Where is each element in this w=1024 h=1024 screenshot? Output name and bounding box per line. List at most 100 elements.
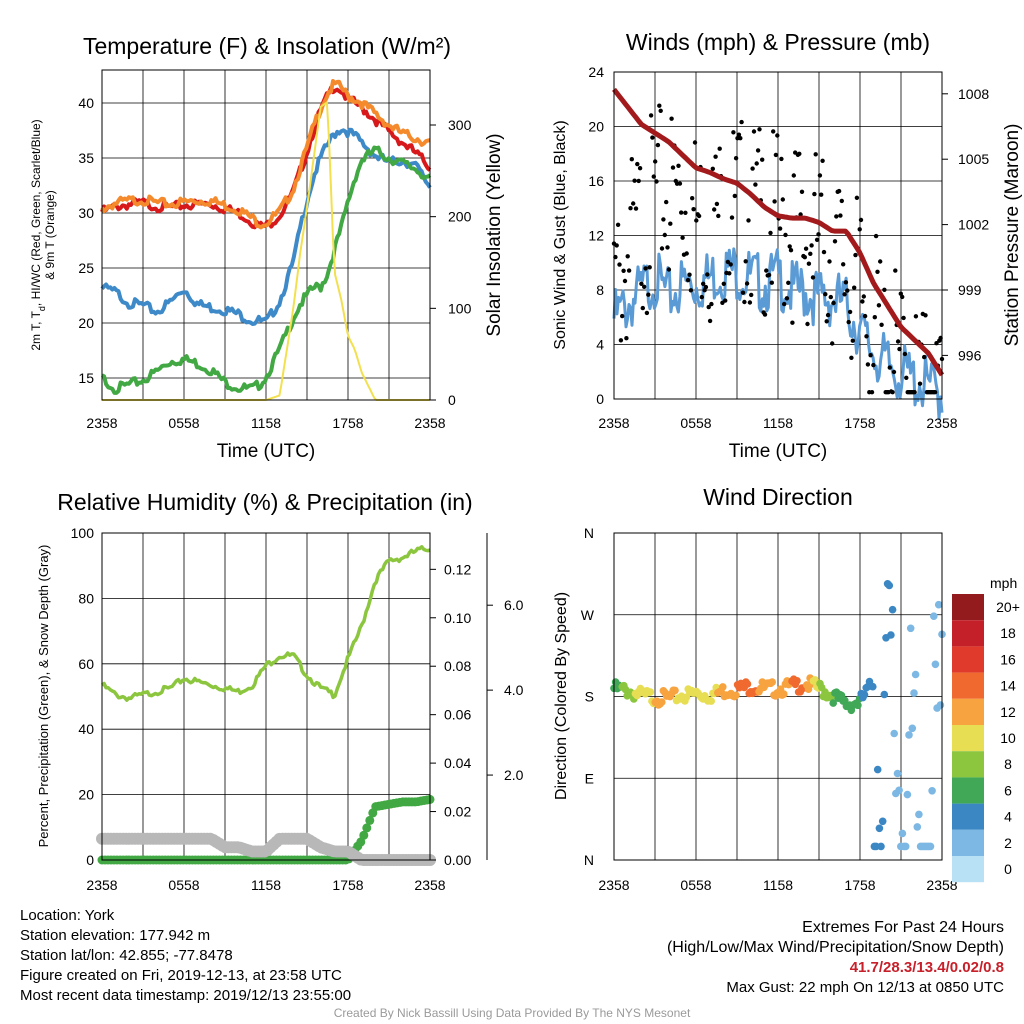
gust-point [685, 277, 691, 283]
y-tick-label: 16 [588, 173, 604, 189]
gust-point [901, 315, 906, 321]
gust-point [842, 292, 847, 297]
direction-point [887, 631, 895, 639]
gust-point [828, 294, 833, 300]
direction-point [910, 689, 918, 697]
direction-point [768, 678, 776, 686]
temperature-panel: Temperature (F) & Insolation (W/m²) 15 20… [29, 33, 505, 462]
gust-point [854, 195, 860, 200]
gust-point [891, 369, 897, 375]
colorbar-label: 18 [1000, 625, 1016, 641]
gust-point [764, 268, 769, 273]
series-line [100, 127, 432, 326]
gust-point [657, 103, 662, 108]
gust-point [873, 233, 879, 239]
direction-point [911, 670, 920, 679]
y-tick-label: 0 [596, 391, 604, 407]
gust-point [768, 230, 773, 236]
gust-point [816, 232, 821, 237]
max-gust: Max Gust: 22 mph On 12/13 at 0850 UTC [726, 979, 1004, 996]
y2-tick-label: 200 [448, 209, 472, 225]
gust-point [643, 266, 648, 271]
gust-point [786, 280, 791, 285]
gust-point [808, 251, 813, 256]
gust-point [782, 301, 787, 307]
x-tick-label: 1758 [332, 877, 363, 893]
gust-point [620, 313, 625, 319]
gust-point [777, 226, 783, 231]
gust-point [879, 322, 884, 327]
y-tick-label: 20 [588, 119, 604, 135]
gust-point [831, 300, 836, 306]
y-tick-label: 24 [588, 64, 604, 80]
gust-point [696, 213, 702, 219]
gust-point [729, 215, 735, 220]
gust-point [622, 278, 628, 284]
gust-point [687, 272, 692, 277]
direction-point [890, 729, 898, 738]
x-tick-label: 1158 [251, 415, 281, 431]
gust-point [740, 290, 746, 295]
direction-point [926, 842, 935, 851]
gust-point [618, 338, 624, 343]
gust-point [690, 196, 695, 201]
direction-point [901, 842, 910, 851]
gust-point [733, 156, 739, 161]
y-tick-label: 4 [596, 337, 604, 353]
gust-point [676, 163, 681, 168]
gust-point [841, 262, 846, 267]
y2-tick-label: 1002 [958, 217, 989, 233]
colorbar-title: mph [990, 575, 1017, 591]
winds-x-axis-label: Time (UTC) [729, 441, 828, 462]
gust-point [699, 294, 704, 300]
gust-point [803, 246, 809, 251]
gust-point [751, 129, 757, 134]
gust-point [651, 174, 656, 179]
gust-point [738, 136, 743, 141]
gust-point [688, 288, 694, 293]
gust-point [813, 152, 818, 157]
gust-point [717, 146, 722, 151]
y-tick-label: 80 [78, 590, 94, 606]
y-tick-label: 20 [78, 315, 94, 331]
gust-point [847, 309, 853, 315]
gust-point [897, 346, 902, 352]
y-tick-label: 12 [588, 228, 604, 244]
direction-point [878, 817, 887, 826]
y-tick-label: 100 [71, 525, 95, 541]
gust-point [757, 127, 762, 132]
gust-point [629, 157, 634, 162]
gust-point [640, 305, 645, 311]
gust-point [650, 135, 655, 140]
gust-point [642, 284, 647, 289]
colorbar-label: 16 [1000, 651, 1016, 667]
direction-point [869, 682, 877, 691]
gust-point [632, 178, 637, 183]
gust-point [787, 244, 792, 249]
pressure-y-axis-label: Station Pressure (Maroon) [1002, 124, 1023, 347]
gust-point [809, 243, 814, 248]
gust-point [934, 341, 939, 346]
gust-point [917, 381, 923, 386]
gust-point [932, 390, 938, 395]
gust-point [731, 130, 736, 135]
gust-point [869, 390, 875, 395]
x-tick-label: 1158 [251, 877, 281, 893]
gust-point [654, 179, 659, 184]
colorbar-swatch [952, 751, 984, 778]
gust-point [728, 262, 733, 267]
direction-point [895, 786, 903, 795]
direction-point [936, 701, 945, 709]
gust-point [707, 318, 713, 324]
y2-tick-label: 0 [448, 392, 456, 408]
gust-point [647, 265, 652, 270]
y-tick-label: W [581, 607, 595, 623]
y-tick-label: 15 [78, 370, 94, 386]
station-elevation: Station elevation: 177.942 m [20, 927, 211, 944]
gust-point [744, 281, 750, 286]
gust-point [839, 198, 844, 204]
colorbar-swatch [952, 620, 984, 647]
temperature-y-axis-label: 2m T, Td, HI/WC (Red, Green, Scarlet/Blu… [29, 119, 57, 350]
direction-point [880, 690, 889, 699]
